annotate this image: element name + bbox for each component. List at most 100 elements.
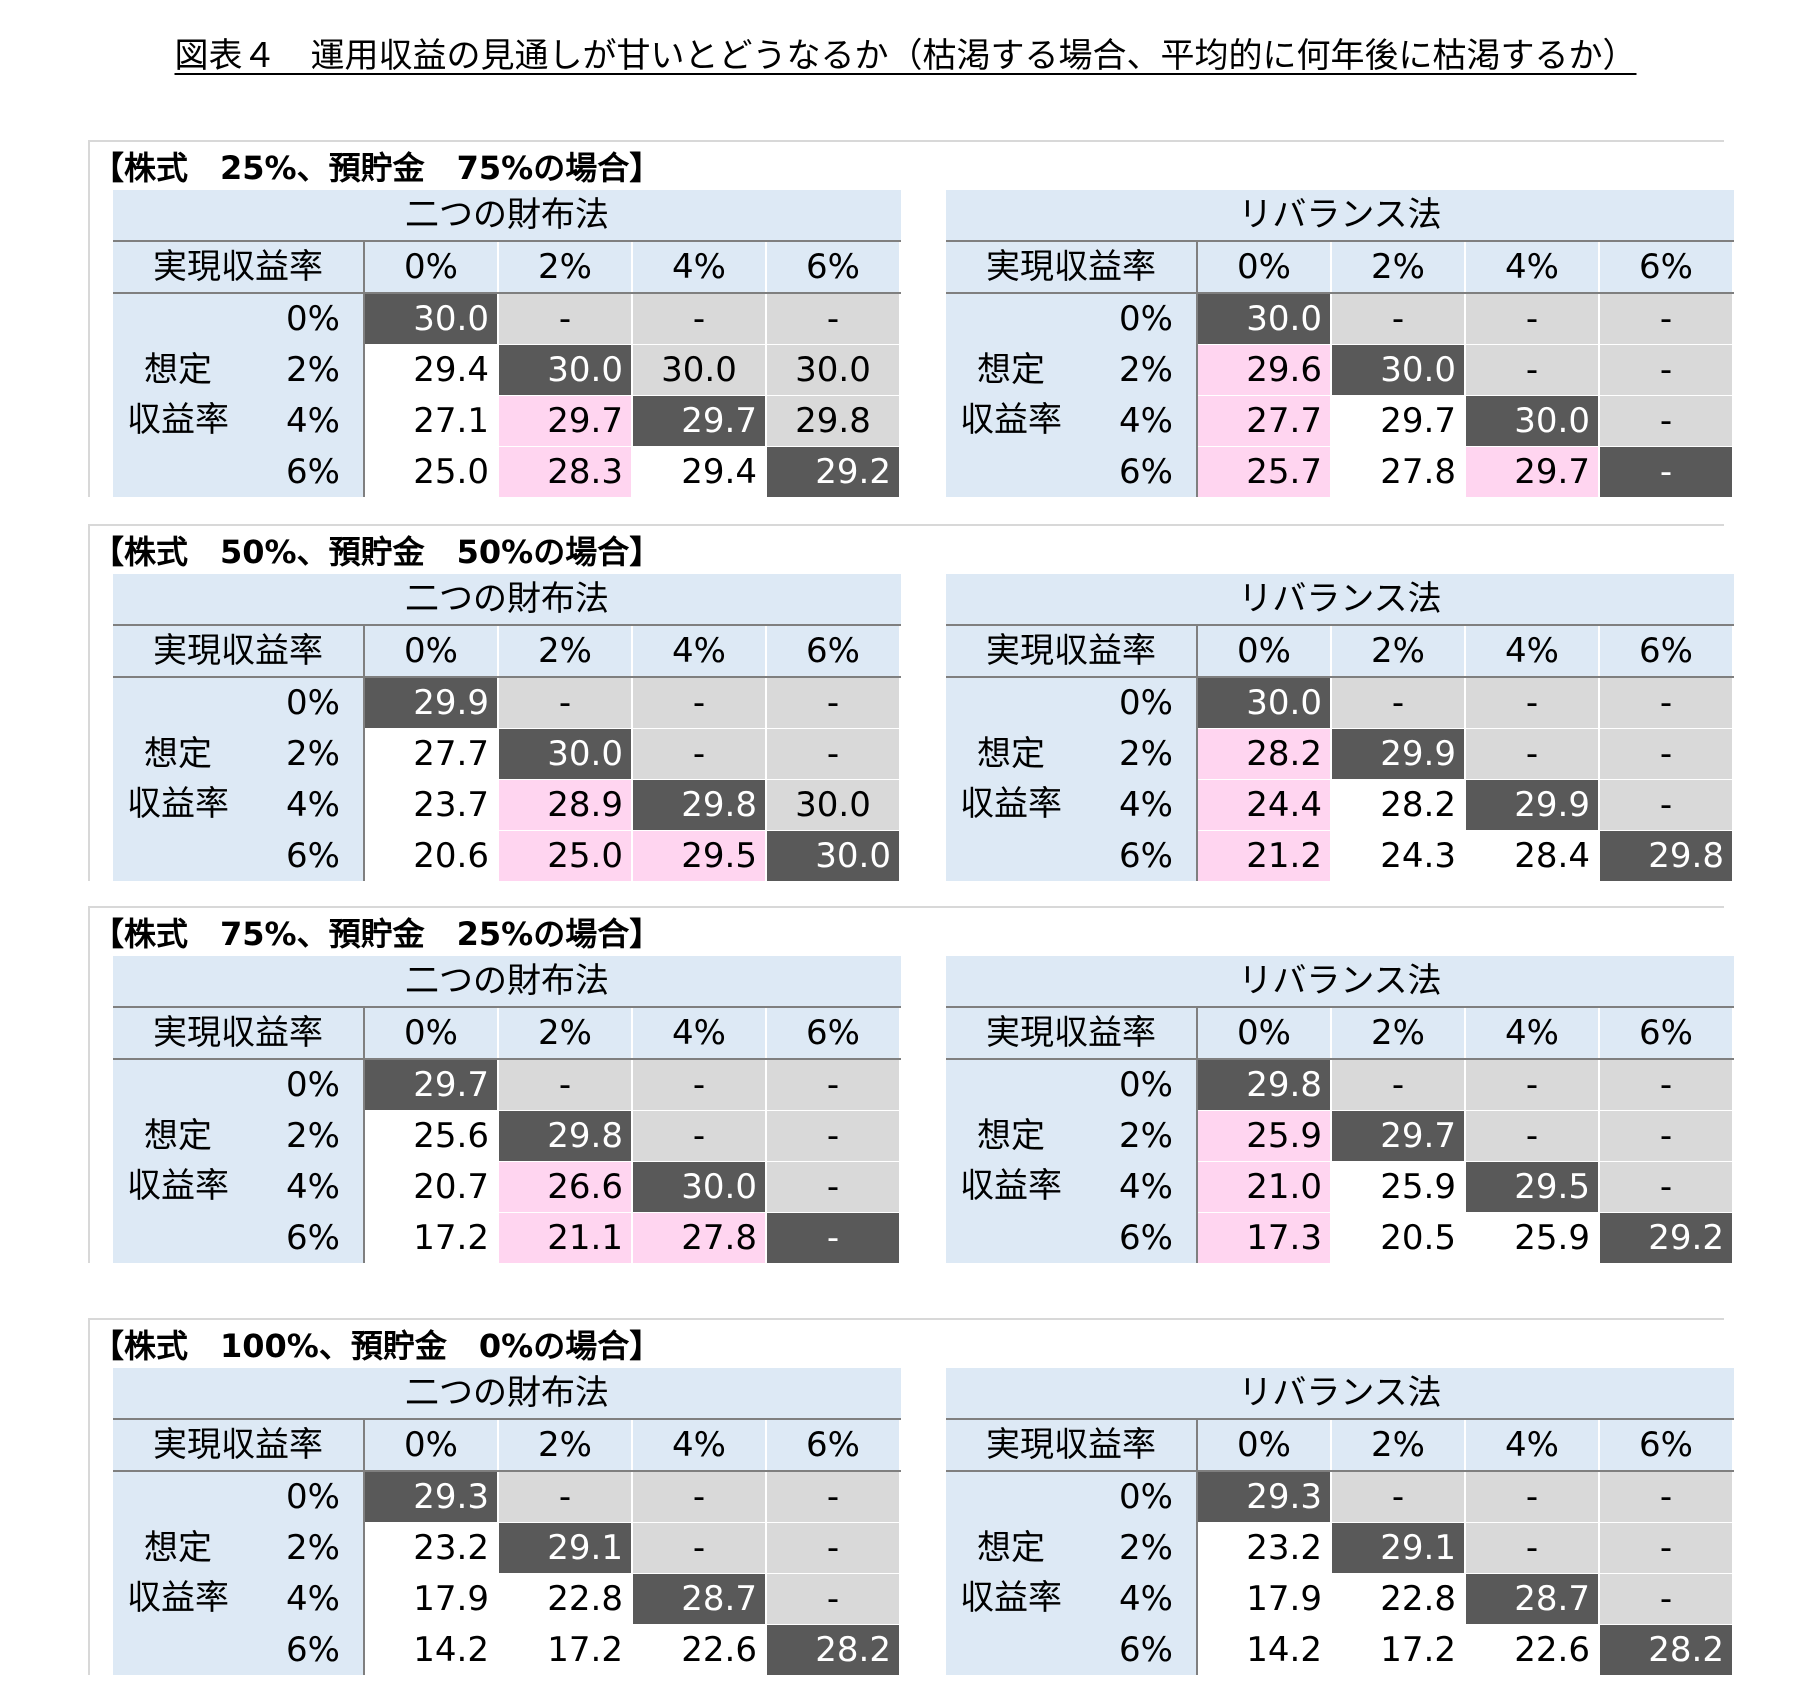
table-cell: - [633,1472,765,1522]
table-rebalance: リバランス法 実現収益率 0% 2% 4% 6% 想定 収益率 0% 30.0- - -2% 29.6 3… [946,190,1734,497]
assumed-return-label: 想定 [144,1116,212,1156]
table-cell: 20.6 [365,831,497,881]
column-header: 6% [1600,242,1732,292]
rule [113,676,901,678]
table-cell: - [499,1472,631,1522]
page-title-text: 図表４ 運用収益の見通しが甘いとどうなるか（枯渇する場合、平均的に何年後に枯渇す… [174,36,1637,76]
table-cell: - [1600,345,1732,395]
section-1: 【株式 25%、預貯金 75%の場合】 二つの財布法 実現収益率 0% 2% 4% 6% 想定… [88,140,1734,500]
assumed-return-label: 想定 [977,1528,1045,1568]
section-top-border [88,1318,1724,1320]
column-header: 6% [767,1420,899,1470]
rule [1196,1418,1198,1675]
table-cell: - [767,1111,899,1161]
row-label-area [113,678,363,881]
row-header: 2% [286,734,340,774]
rule [1196,240,1198,497]
table-cell: - [767,1574,899,1624]
row-header: 0% [1119,1477,1173,1517]
table-cell: 26.6 [499,1162,631,1212]
table-cell: 23.2 [1198,1523,1330,1573]
table-cell: - [1600,1574,1732,1624]
row-header: 2% [286,350,340,390]
section-left-border [88,140,90,497]
table-rebalance: リバランス法 実現収益率 0% 2% 4% 6% 想定 収益率 0% 30.0- - -2% 28.2 2… [946,574,1734,881]
assumed-return-label: 収益率 [960,784,1062,824]
table-cell: 28.7 [1466,1574,1598,1624]
row-label-area [946,1060,1196,1263]
table-cell: 17.3 [1198,1213,1330,1263]
table-cell: - [1332,294,1464,344]
table-cell: 23.2 [365,1523,497,1573]
table-cell: 30.0 [767,780,899,830]
row-header: 0% [286,1065,340,1105]
realized-return-label: 実現収益率 [946,1420,1196,1470]
table-cell: 27.8 [1332,447,1464,497]
table-cell: 30.0 [767,831,899,881]
table-cell: 28.2 [1198,729,1330,779]
table-cell: 29.4 [365,345,497,395]
table-cell: 30.0 [499,729,631,779]
table-cell: 29.7 [1332,1111,1464,1161]
assumed-return-label: 収益率 [127,400,229,440]
rule [113,292,901,294]
column-header: 0% [1198,242,1330,292]
table-cell: 29.8 [633,780,765,830]
table-cell: 24.3 [1332,831,1464,881]
row-header: 4% [1119,1167,1173,1207]
row-header: 4% [286,1167,340,1207]
table-cell: - [1600,780,1732,830]
table-cell: - [633,1060,765,1110]
table-cell: 28.3 [499,447,631,497]
realized-return-label: 実現収益率 [113,242,363,292]
row-label-area [946,678,1196,881]
row-header: 4% [1119,785,1173,825]
column-header: 4% [633,242,765,292]
method-header: 二つの財布法 [113,956,901,1006]
table-cell: - [1466,294,1598,344]
rule [363,624,365,881]
table-cell: 29.6 [1198,345,1330,395]
row-label-area [113,1060,363,1263]
table-cell: - [767,1060,899,1110]
row-header: 2% [1119,1528,1173,1568]
table-cell: 29.4 [633,447,765,497]
page-title: 図表４ 運用収益の見通しが甘いとどうなるか（枯渇する場合、平均的に何年後に枯渇す… [0,34,1811,78]
column-header: 2% [1332,1420,1464,1470]
table-cell: 29.7 [1332,396,1464,446]
table-cell: 25.0 [499,831,631,881]
section-left-border [88,1318,90,1675]
table-cell: - [767,1162,899,1212]
table-cell: - [1600,678,1732,728]
table-cell: 22.6 [1466,1625,1598,1675]
table-cell: 30.0 [1198,294,1330,344]
table-cell: 14.2 [365,1625,497,1675]
method-header: リバランス法 [946,1368,1734,1418]
row-header: 6% [286,1630,340,1670]
table-cell: - [767,1523,899,1573]
method-header: 二つの財布法 [113,1368,901,1418]
table-cell: 29.8 [1600,831,1732,881]
table-cell: 24.4 [1198,780,1330,830]
table-cell: 29.9 [1466,780,1598,830]
table-cell: - [1600,1111,1732,1161]
rule [1196,1006,1198,1263]
table-cell: 29.1 [499,1523,631,1573]
table-cell: - [767,678,899,728]
table-cell: - [1466,1523,1598,1573]
column-header: 0% [1198,626,1330,676]
table-cell: - [1466,345,1598,395]
column-header: 2% [1332,1008,1464,1058]
assumed-return-label: 想定 [977,1116,1045,1156]
table-cell: 29.8 [1198,1060,1330,1110]
table-cell: - [1600,729,1732,779]
column-header: 2% [1332,242,1464,292]
rule [946,1058,1734,1060]
table-cell: 17.2 [365,1213,497,1263]
realized-return-label: 実現収益率 [946,242,1196,292]
table-cell: - [767,1213,899,1263]
column-header: 0% [365,1420,497,1470]
table-cell: 28.4 [1466,831,1598,881]
assumed-return-label: 想定 [144,734,212,774]
section-top-border [88,524,1724,526]
